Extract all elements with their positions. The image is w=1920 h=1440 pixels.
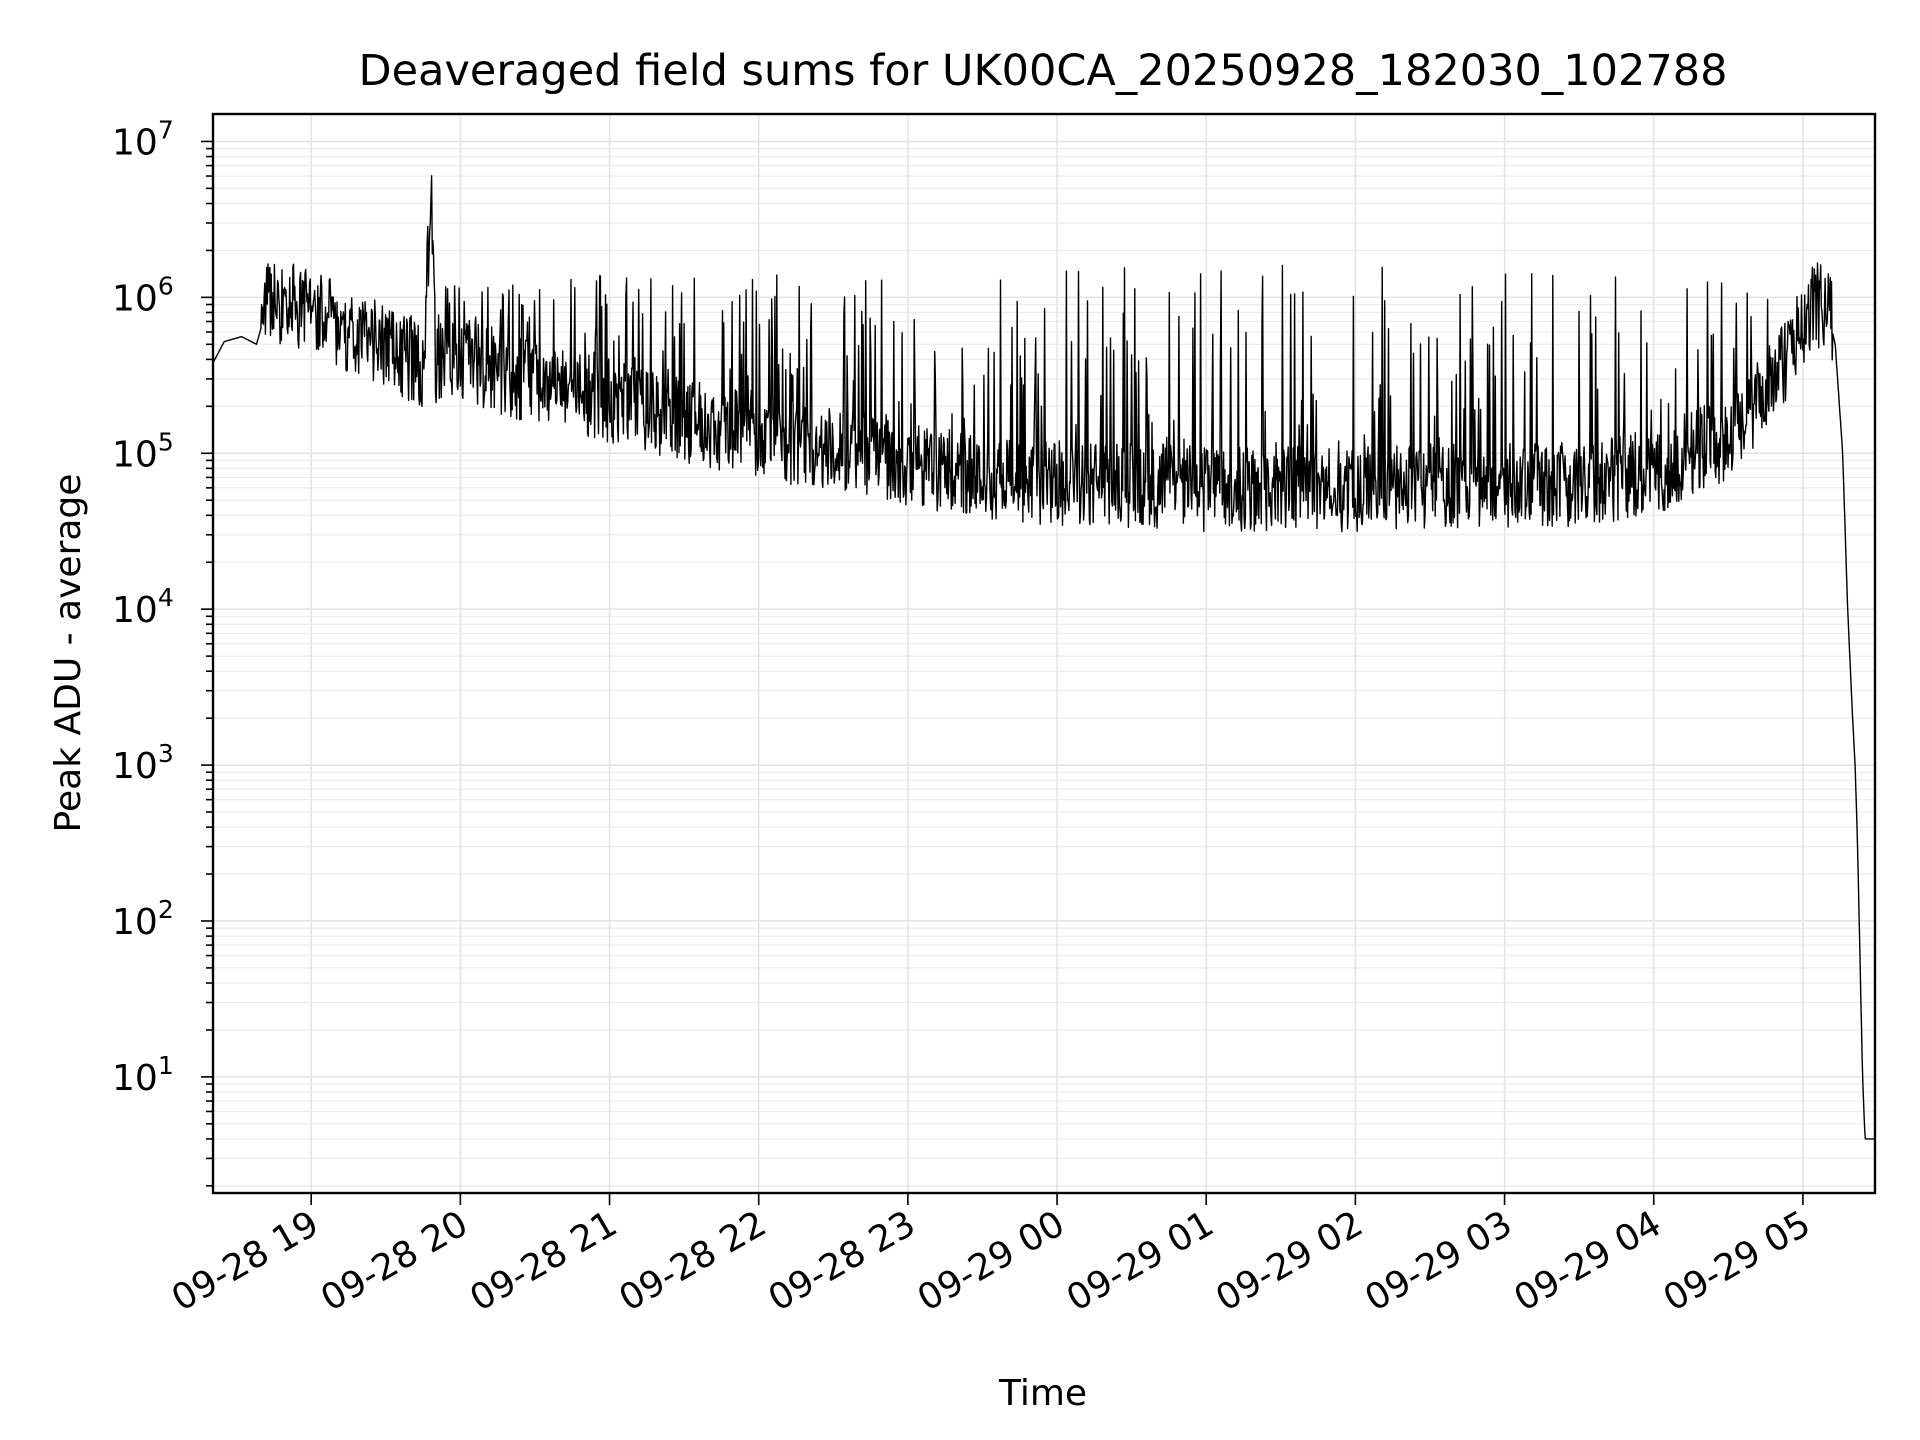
y-tick-label: 103	[112, 739, 174, 787]
chart-title: Deaveraged field sums for UK00CA_2025092…	[359, 46, 1728, 96]
x-axis-label: Time	[998, 1373, 1087, 1414]
y-tick-label: 101	[112, 1051, 174, 1099]
y-tick-label: 105	[112, 427, 174, 475]
series-line	[212, 175, 1876, 1140]
y-tick-label: 107	[112, 115, 174, 163]
y-axis-label: Peak ADU - average	[48, 474, 89, 833]
y-tick-label: 104	[112, 583, 174, 631]
y-tick-label: 102	[112, 895, 174, 943]
plot-area	[211, 112, 1877, 1195]
grid	[213, 114, 1875, 1193]
y-axis: 101 102 103 104 105 106 107	[112, 115, 213, 1187]
y-tick-label: 106	[112, 271, 174, 319]
